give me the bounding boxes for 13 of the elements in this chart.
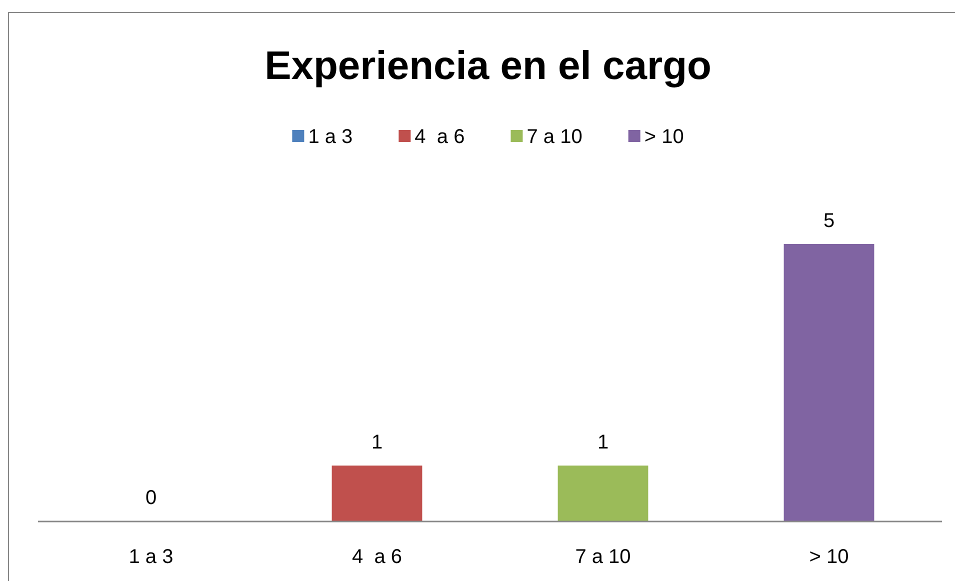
- chart-title: Experiencia en el cargo: [264, 44, 712, 88]
- data-label: 0: [145, 487, 157, 509]
- data-label: 1: [371, 432, 383, 454]
- legend-label: 4 a 6: [414, 126, 465, 148]
- legend-label: > 10: [644, 126, 684, 148]
- x-tick-label: 7 a 10: [575, 546, 631, 568]
- data-label: 1: [597, 432, 609, 454]
- data-label: 5: [823, 210, 835, 232]
- x-tick-label: > 10: [809, 546, 849, 568]
- legend-label: 1 a 3: [308, 126, 353, 148]
- x-tick-label: 1 a 3: [128, 546, 174, 568]
- x-tick-label: 4 a 6: [352, 546, 402, 568]
- legend-label: 7 a 10: [526, 126, 582, 148]
